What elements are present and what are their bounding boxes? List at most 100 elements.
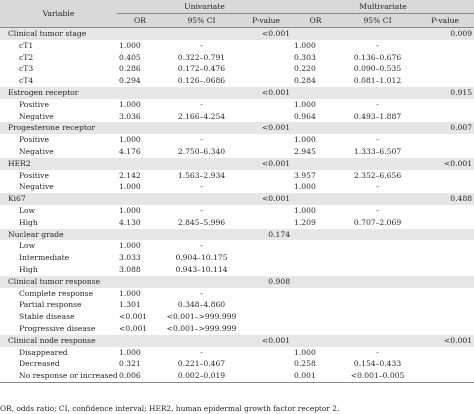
cell-multivariate-pvalue: 0.009 (416, 26, 474, 40)
table-group-row: Progesterone receptor <0.001 0.007 (0, 122, 474, 135)
cell-multivariate-ci: 0.136–0.676 (339, 51, 417, 64)
cell-univariate-or: 0.405 (117, 51, 163, 64)
cell-variable: cT1 (0, 39, 117, 52)
cell-univariate-ci: 0.172–0.476 (163, 63, 240, 76)
cell-multivariate-pvalue (416, 228, 474, 241)
cell-variable: No response or increased (0, 370, 117, 383)
cell-multivariate-ci: 0.081–1.012 (339, 75, 417, 87)
cell-univariate-pvalue (240, 240, 293, 253)
cell-multivariate-ci (339, 334, 417, 347)
cell-univariate-ci: <0.001–>999.999 (163, 322, 240, 335)
cell-multivariate-ci: - (339, 39, 417, 52)
cell-univariate-pvalue (240, 98, 293, 111)
header-multivariate: Multivariate (292, 0, 474, 14)
cell-multivariate-pvalue (416, 346, 474, 359)
cell-univariate-or (117, 157, 163, 170)
table-row: Progressive disease <0.001 <0.001–>999.999 (0, 322, 474, 335)
cell-univariate-pvalue (240, 63, 293, 76)
cell-univariate-pvalue (240, 252, 293, 264)
cell-multivariate-or: 0.964 (292, 110, 340, 123)
cell-multivariate-or: 1.000 (292, 98, 340, 111)
cell-univariate-ci: - (163, 240, 240, 253)
cell-multivariate-or: 1.209 (292, 216, 340, 229)
cell-univariate-pvalue (240, 216, 293, 229)
cell-univariate-pvalue (240, 358, 293, 371)
cell-multivariate-or (292, 228, 340, 241)
cell-univariate-ci (163, 228, 240, 241)
cell-univariate-or: 1.000 (117, 346, 163, 359)
cell-univariate-ci: - (163, 287, 240, 300)
cell-univariate-or: 1.000 (117, 39, 163, 52)
cell-multivariate-pvalue (416, 287, 474, 300)
cell-multivariate-ci: - (339, 134, 417, 146)
cell-multivariate-or: 1.000 (292, 134, 340, 146)
table-row: Positive 2.142 1.563–2.934 3.957 2.352–6.656 (0, 169, 474, 182)
cell-univariate-pvalue (240, 346, 293, 359)
cell-univariate-or: <0.001 (117, 311, 163, 323)
cell-multivariate-ci (339, 299, 417, 312)
cell-variable: Stable disease (0, 311, 117, 323)
cell-univariate-pvalue (240, 370, 293, 383)
cell-multivariate-ci (339, 122, 417, 135)
cell-univariate-ci (163, 157, 240, 170)
cell-multivariate-or: 0.001 (292, 370, 340, 383)
cell-multivariate-ci: - (339, 204, 417, 217)
cell-univariate-ci: - (163, 204, 240, 217)
cell-univariate-pvalue (240, 51, 293, 64)
cell-multivariate-or: 1.000 (292, 204, 340, 217)
cell-multivariate-pvalue (416, 216, 474, 229)
cell-variable: Disappeared (0, 346, 117, 359)
cell-multivariate-pvalue (416, 169, 474, 182)
header-univariate: Univariate (117, 0, 293, 14)
cell-univariate-ci: 0.943–10.114 (163, 263, 240, 276)
cell-multivariate-ci: 1.333–6.507 (339, 145, 417, 158)
cell-univariate-pvalue (240, 263, 293, 276)
cell-multivariate-pvalue: 0.488 (416, 193, 474, 205)
table-row: High 4.130 2.845–5.996 1.209 0.707–2.069 (0, 216, 474, 229)
cell-multivariate-pvalue (416, 134, 474, 146)
regression-table: Variable Univariate Multivariate OR 95% … (0, 0, 474, 383)
cell-variable: Negative (0, 181, 117, 194)
cell-univariate-or (117, 193, 163, 205)
cell-multivariate-or (292, 26, 340, 40)
cell-variable: Clinical tumor stage (0, 26, 117, 40)
cell-multivariate-pvalue (416, 311, 474, 323)
cell-univariate-or: 0.294 (117, 75, 163, 87)
cell-univariate-pvalue (240, 287, 293, 300)
cell-univariate-pvalue (240, 169, 293, 182)
cell-variable: High (0, 263, 117, 276)
table-row: Low 1.000- (0, 240, 474, 253)
cell-multivariate-or: 0.284 (292, 75, 340, 87)
table-group-row: Clinical tumor response 0.908 (0, 275, 474, 288)
cell-multivariate-ci (339, 157, 417, 170)
cell-multivariate-or (292, 193, 340, 205)
cell-multivariate-pvalue (416, 98, 474, 111)
cell-univariate-ci (163, 275, 240, 288)
table-row: No response or increased 0.006 0.002–0.019… (0, 370, 474, 383)
cell-univariate-ci: 2.166–4.254 (163, 110, 240, 123)
cell-multivariate-ci: - (339, 181, 417, 194)
cell-univariate-ci: 0.904–10.175 (163, 252, 240, 264)
table-row: cT3 0.286 0.172–0.476 0.220 0.090–0.535 (0, 63, 474, 76)
cell-multivariate-ci (339, 240, 417, 253)
table-group-row: Clinical tumor stage <0.001 0.009 (0, 26, 474, 40)
table-body: Clinical tumor stage <0.001 0.009 cT1 1.000-… (0, 26, 474, 383)
cell-univariate-pvalue (240, 181, 293, 194)
cell-univariate-or: 0.321 (117, 358, 163, 371)
cell-multivariate-or (292, 240, 340, 253)
cell-multivariate-ci (339, 287, 417, 300)
cell-multivariate-ci: 0.090–0.535 (339, 63, 417, 76)
cell-multivariate-pvalue (416, 204, 474, 217)
cell-multivariate-or (292, 252, 340, 264)
cell-univariate-ci: - (163, 181, 240, 194)
cell-univariate-or: 1.000 (117, 98, 163, 111)
cell-variable: Positive (0, 169, 117, 182)
cell-variable: cT2 (0, 51, 117, 64)
cell-multivariate-pvalue (416, 63, 474, 76)
table-row: Stable disease <0.001 <0.001–>999.999 (0, 311, 474, 323)
header-univariate-or: OR (117, 13, 163, 28)
cell-variable: Low (0, 204, 117, 217)
cell-variable: Positive (0, 134, 117, 146)
cell-univariate-pvalue: <0.001 (240, 122, 293, 135)
cell-multivariate-pvalue (416, 181, 474, 194)
